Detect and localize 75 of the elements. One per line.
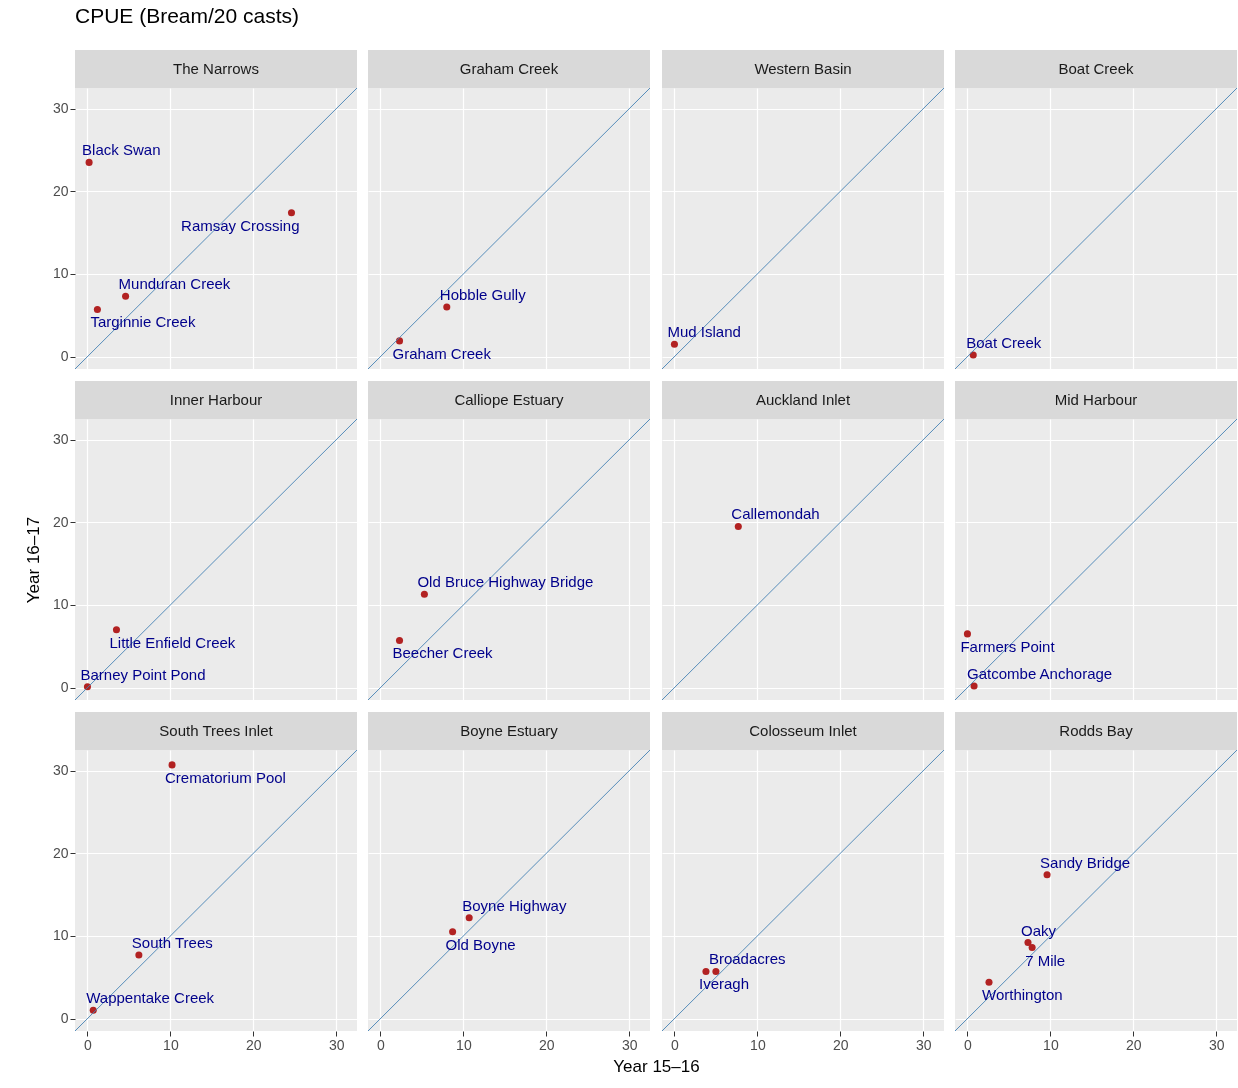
point [1024, 939, 1032, 947]
point [1043, 871, 1051, 879]
point [122, 292, 130, 300]
annotation: Graham Creek [392, 344, 492, 362]
annotation: Iveragh [698, 975, 750, 993]
y-tick-label: 30 [52, 100, 69, 117]
y-axis-title: Year 16–17 [23, 516, 43, 604]
annotation: Old Boyne [445, 935, 516, 953]
chart-title: Colosseum Inlet [749, 722, 858, 739]
x-tick-label: 0 [84, 1036, 93, 1053]
chart-title: Graham Creek [459, 60, 559, 77]
annotation: 7 Mile [1025, 951, 1066, 969]
point [287, 209, 296, 217]
point [168, 761, 176, 769]
annotation: Old Bruce Highway Bridge [417, 573, 594, 591]
x-tick-label: 30 [621, 1036, 638, 1053]
point [93, 305, 101, 314]
y-tick-label: 0 [60, 1010, 69, 1027]
annotation: Oaky [1020, 921, 1057, 939]
annotation: Black Swan [82, 141, 161, 159]
chart-title: Boyne Estuary [460, 722, 559, 739]
x-tick-label: 0 [377, 1036, 386, 1053]
chart-title: Inner Harbour [169, 391, 263, 408]
point [135, 951, 143, 959]
annotation: South Trees [131, 933, 213, 951]
annotation: Hobble Gully [439, 286, 527, 304]
annotation: Worthington [982, 986, 1063, 1004]
annotation: Mud Island [667, 323, 741, 341]
annotation: Ramsay Crossing [181, 216, 300, 234]
annotation: Munduran Creek [118, 275, 231, 293]
x-axis-title: Year 15–16 [613, 1056, 700, 1076]
annotation: Targinnie Creek [90, 313, 196, 331]
chart-title: Boat Creek [1058, 60, 1135, 77]
text: CPUE (Bream/20 casts) [75, 4, 300, 28]
y-tick-label: 30 [52, 762, 69, 779]
annotation: Little Enfield Creek [109, 633, 236, 651]
annotation: Beecher Creek [392, 644, 494, 662]
chart-title: South Trees Inlet [159, 722, 274, 739]
x-tick-label: 10 [1043, 1036, 1059, 1053]
y-tick-label: 10 [52, 596, 69, 613]
x-tick-label: 30 [1208, 1036, 1225, 1053]
x-tick-label: 20 [833, 1036, 849, 1053]
x-tick-label: 10 [163, 1036, 179, 1053]
y-tick-label: 10 [52, 265, 69, 282]
x-tick-label: 20 [1126, 1036, 1142, 1053]
x-tick-label: 10 [456, 1036, 472, 1053]
x-tick-label: 0 [671, 1036, 680, 1053]
chart-title: Calliope Estuary [454, 391, 565, 408]
point [85, 158, 93, 166]
y-tick-label: 0 [60, 679, 69, 696]
annotation: Callemondah [731, 505, 820, 523]
x-tick-label: 0 [964, 1036, 973, 1053]
point [985, 978, 993, 986]
y-tick-label: 10 [52, 927, 69, 944]
x-tick-label: 20 [539, 1036, 555, 1053]
annotation: Broadacres [708, 950, 786, 968]
x-tick-label: 10 [750, 1036, 766, 1053]
annotation: Sandy Bridge [1040, 853, 1131, 871]
chart-title: Mid Harbour [1054, 391, 1138, 408]
annotation: Farmers Point [960, 637, 1056, 655]
y-tick-label: 30 [52, 431, 69, 448]
point [1028, 944, 1036, 952]
chart-title: The Narrows [173, 60, 259, 77]
y-tick-label: 0 [60, 348, 69, 365]
annotation: Crematorium Pool [165, 768, 286, 786]
y-tick-label: 20 [52, 182, 69, 199]
chart-title: Rodds Bay [1059, 722, 1134, 739]
chart-title: Western Basin [754, 60, 852, 77]
x-tick-label: 30 [915, 1036, 932, 1053]
x-tick-label: 20 [246, 1036, 262, 1053]
chart-title: Auckland Inlet [755, 391, 851, 408]
y-tick-label: 20 [52, 844, 69, 861]
x-tick-label: 30 [328, 1036, 345, 1053]
annotation: Boyne Highway [462, 896, 567, 914]
y-tick-label: 20 [52, 513, 69, 530]
